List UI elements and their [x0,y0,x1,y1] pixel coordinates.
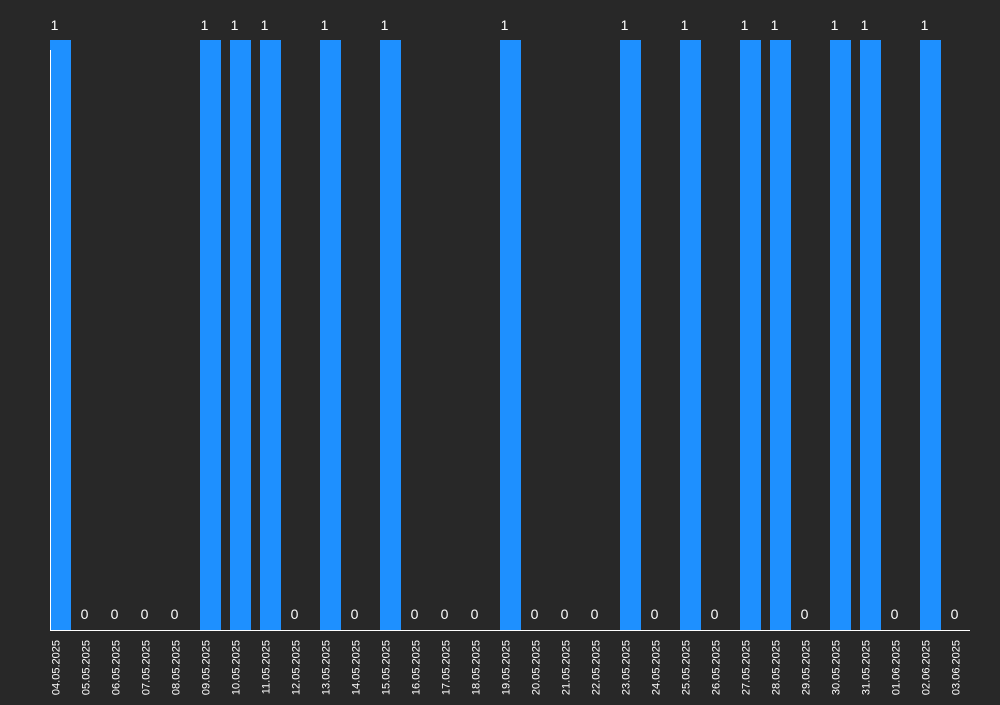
x-tick-label-17.05.2025: 17.05.2025 [441,640,453,695]
x-tick-labels-layer: 04.05.2025 05.05.2025 06.05.2025 07.05.2025… [51,640,963,695]
x-tick-label-10.05.2025: 10.05.2025 [231,640,243,695]
value-label-15.05.2025: 1 [381,17,389,33]
bar-09.05.2025 [200,40,221,630]
value-label-23.05.2025: 1 [621,17,629,33]
value-label-26.05.2025: 0 [711,606,719,622]
bar-30.05.2025 [830,40,851,630]
x-tick-label-23.05.2025: 23.05.2025 [621,640,633,695]
x-tick-label-28.05.2025: 28.05.2025 [771,640,783,695]
value-label-06.05.2025: 0 [111,606,119,622]
x-tick-label-16.05.2025: 16.05.2025 [411,640,423,695]
x-tick-label-27.05.2025: 27.05.2025 [741,640,753,695]
bar-28.05.2025 [770,40,791,630]
x-tick-label-21.05.2025: 21.05.2025 [561,640,573,695]
x-tick-label-25.05.2025: 25.05.2025 [681,640,693,695]
x-tick-label-04.05.2025: 04.05.2025 [51,640,63,695]
x-tick-label-02.06.2025: 02.06.2025 [921,640,933,695]
x-tick-label-26.05.2025: 26.05.2025 [711,640,723,695]
x-tick-label-24.05.2025: 24.05.2025 [651,640,663,695]
value-label-02.06.2025: 1 [921,17,929,33]
value-label-10.05.2025: 1 [231,17,239,33]
value-label-21.05.2025: 0 [561,606,569,622]
x-tick-label-11.05.2025: 11.05.2025 [261,640,273,694]
value-label-29.05.2025: 0 [801,606,809,622]
value-label-04.05.2025: 1 [51,17,59,33]
value-label-05.05.2025: 0 [81,606,89,622]
x-tick-label-12.05.2025: 12.05.2025 [291,640,303,695]
bar-27.05.2025 [740,40,761,630]
value-label-20.05.2025: 0 [531,606,539,622]
x-tick-label-22.05.2025: 22.05.2025 [591,640,603,695]
x-tick-label-31.05.2025: 31.05.2025 [861,640,873,695]
x-tick-label-09.05.2025: 09.05.2025 [201,640,213,695]
value-label-12.05.2025: 0 [291,606,299,622]
bar-04.05.2025 [50,40,71,630]
bar-10.05.2025 [230,40,251,630]
bar-02.06.2025 [920,40,941,630]
bar-19.05.2025 [500,40,521,630]
value-label-03.06.2025: 0 [951,606,959,622]
value-labels-layer: 1 0 0 0 0 1 1 1 0 1 0 1 0 0 0 1 0 0 0 1 0 1 0 1 1 0 1 1 0 1 0 [51,17,959,622]
value-label-14.05.2025: 0 [351,606,359,622]
value-label-27.05.2025: 1 [741,17,749,33]
x-tick-label-01.06.2025: 01.06.2025 [891,640,903,695]
value-label-09.05.2025: 1 [201,17,209,33]
x-tick-label-08.05.2025: 08.05.2025 [171,640,183,695]
x-tick-label-13.05.2025: 13.05.2025 [321,640,333,695]
x-tick-label-06.05.2025: 06.05.2025 [111,640,123,695]
value-label-11.05.2025: 1 [261,17,269,33]
x-tick-label-29.05.2025: 29.05.2025 [801,640,813,695]
bar-25.05.2025 [680,40,701,630]
bar-31.05.2025 [860,40,881,630]
value-label-13.05.2025: 1 [321,17,329,33]
bar-15.05.2025 [380,40,401,630]
value-label-19.05.2025: 1 [501,17,509,33]
value-label-16.05.2025: 0 [411,606,419,622]
x-tick-label-03.06.2025: 03.06.2025 [951,640,963,695]
value-label-31.05.2025: 1 [861,17,869,33]
value-label-25.05.2025: 1 [681,17,689,33]
value-label-17.05.2025: 0 [441,606,449,622]
x-tick-label-18.05.2025: 18.05.2025 [471,640,483,695]
bars-layer [50,40,941,630]
value-label-07.05.2025: 0 [141,606,149,622]
x-tick-label-15.05.2025: 15.05.2025 [381,640,393,695]
value-label-18.05.2025: 0 [471,606,479,622]
x-tick-label-14.05.2025: 14.05.2025 [351,640,363,695]
value-label-01.06.2025: 0 [891,606,899,622]
x-tick-label-20.05.2025: 20.05.2025 [531,640,543,695]
bar-11.05.2025 [260,40,281,630]
value-label-22.05.2025: 0 [591,606,599,622]
value-label-08.05.2025: 0 [171,606,179,622]
x-tick-label-07.05.2025: 07.05.2025 [141,640,153,695]
bar-23.05.2025 [620,40,641,630]
x-tick-label-19.05.2025: 19.05.2025 [501,640,513,695]
x-tick-label-05.05.2025: 05.05.2025 [81,640,93,695]
value-label-28.05.2025: 1 [771,17,779,33]
value-label-30.05.2025: 1 [831,17,839,33]
x-tick-label-30.05.2025: 30.05.2025 [831,640,843,695]
bar-13.05.2025 [320,40,341,630]
value-label-24.05.2025: 0 [651,606,659,622]
